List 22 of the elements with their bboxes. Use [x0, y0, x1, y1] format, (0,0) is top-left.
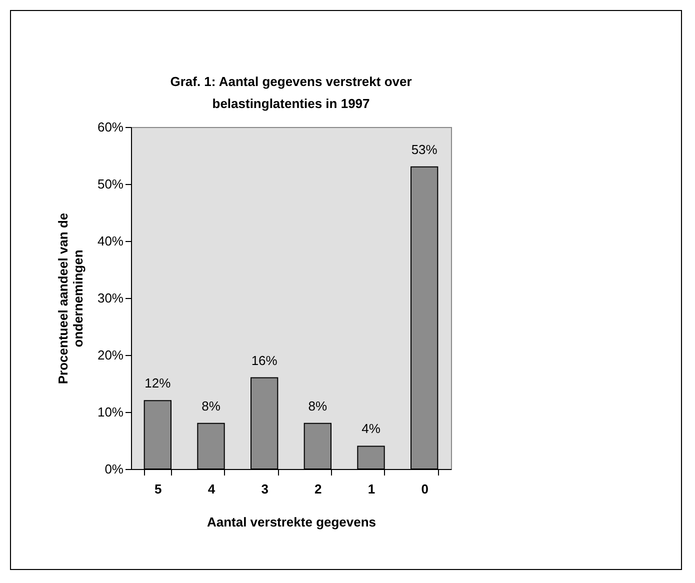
y-tick-label: 30%: [97, 290, 124, 306]
y-axis-title: Procentueel aandeel van de ondernemingen: [55, 212, 86, 384]
x-tick-label: 5: [154, 482, 162, 496]
y-tick-label: 0%: [104, 462, 124, 476]
data-label: 8%: [308, 398, 328, 414]
y-tick-label: 10%: [97, 404, 124, 420]
x-tick-label: 4: [208, 482, 216, 496]
y-tick-label: 40%: [97, 234, 124, 248]
y-tick-label: 50%: [97, 176, 124, 192]
chart-title: Graf. 1: Aantal gegevens verstrekt over belastinglatenties in 1997: [170, 74, 412, 111]
x-tick-label: 2: [314, 482, 322, 496]
data-label: 4%: [362, 421, 381, 436]
data-label: 8%: [202, 398, 221, 414]
x-tick-label: 3: [261, 482, 268, 496]
y-tick-label: 20%: [97, 348, 124, 362]
x-tick-label: 0: [421, 482, 428, 496]
data-label: 53%: [411, 142, 438, 157]
data-label: 12%: [144, 376, 172, 391]
x-tick-label: 1: [368, 482, 376, 496]
y-tick-label: 60%: [97, 120, 124, 134]
x-axis-title: Aantal verstrekte gegevens: [206, 514, 376, 530]
data-label: 16%: [251, 352, 278, 368]
